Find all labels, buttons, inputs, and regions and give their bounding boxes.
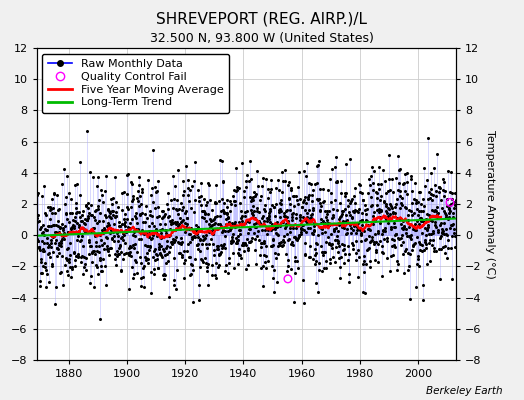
Point (446, 199, 454, 206)
Text: Berkeley Earth: Berkeley Earth (427, 386, 503, 396)
Y-axis label: Temperature Anomaly (°C): Temperature Anomaly (°C) (485, 130, 495, 278)
Text: SHREVEPORT (REG. AIRP.)/L: SHREVEPORT (REG. AIRP.)/L (157, 12, 367, 27)
Legend: Raw Monthly Data, Quality Control Fail, Five Year Moving Average, Long-Term Tren: Raw Monthly Data, Quality Control Fail, … (42, 54, 230, 113)
Point (283, 276, 292, 282)
Text: 32.500 N, 93.800 W (United States): 32.500 N, 93.800 W (United States) (150, 32, 374, 45)
